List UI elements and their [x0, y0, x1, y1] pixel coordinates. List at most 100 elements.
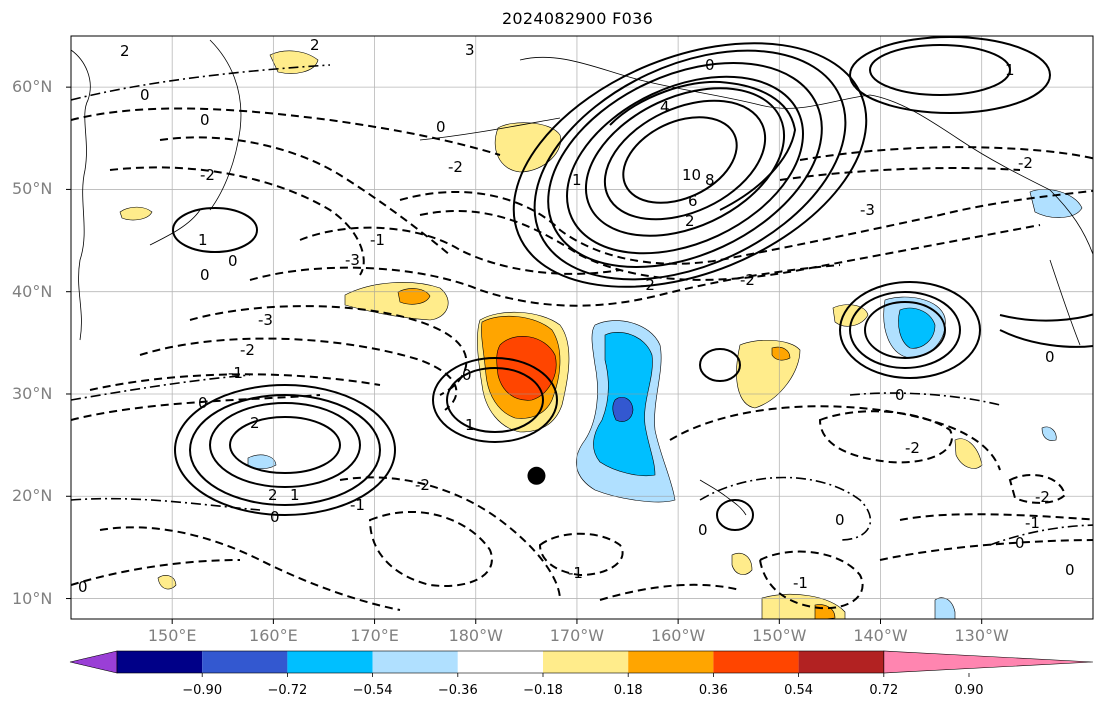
contour-label: 4	[660, 98, 670, 116]
colorbar-tick-label: −0.18	[523, 683, 563, 698]
coastlines	[71, 39, 1093, 516]
dashed-contour	[1008, 474, 1067, 504]
contour-label: 0	[436, 118, 446, 136]
contour-label: -2	[1035, 488, 1050, 506]
lon-label: 150°W	[752, 626, 807, 645]
colorbar-segment	[543, 651, 629, 673]
contour-label: -2	[1018, 154, 1033, 172]
solid-contour	[622, 116, 738, 204]
storm-marker	[527, 466, 546, 485]
contour-label: 1	[572, 171, 582, 189]
dashed-contour-lines	[71, 107, 1093, 611]
dashed-contour	[669, 405, 1001, 471]
positive-anomaly-area	[397, 288, 431, 305]
gridlines	[71, 36, 1093, 619]
contour-label: -1	[793, 574, 808, 592]
contour-label: 0	[78, 578, 88, 596]
contour-lines	[172, 36, 1093, 531]
solid-contour	[172, 207, 258, 253]
colorbar-tick-label: −0.72	[267, 683, 308, 698]
solid-contour	[849, 36, 1051, 114]
contour-label: 0	[200, 111, 210, 129]
contour-label: 1	[198, 231, 208, 249]
contour-label: 0	[228, 252, 238, 270]
asia-coastline	[71, 49, 91, 341]
solid-contour	[229, 416, 341, 474]
positive-anomaly-area	[119, 206, 153, 221]
dashed-contour	[879, 539, 1093, 561]
dashed-contour	[99, 526, 401, 611]
dashed-contour	[71, 394, 321, 421]
dashed-contour	[368, 511, 493, 587]
lat-label: 50°N	[12, 179, 53, 199]
contour-label: -2	[640, 276, 655, 294]
solid-contour	[839, 281, 981, 379]
dashed-contour	[189, 305, 468, 396]
positive-anomaly-area	[269, 50, 319, 74]
contour-label: 0	[140, 86, 150, 104]
colorbar-segment	[287, 651, 373, 673]
contour-label: 3	[465, 41, 475, 59]
lat-label: 60°N	[12, 77, 53, 97]
contour-label: -1	[350, 496, 365, 514]
negative-anomaly-area	[1041, 426, 1057, 441]
solid-contour	[716, 499, 754, 531]
solid-contour	[999, 329, 1093, 348]
colorbar-segment	[713, 651, 799, 673]
contour-label: -1	[1025, 514, 1040, 532]
colorbar-extend-high	[883, 650, 1094, 674]
solid-contour	[864, 301, 946, 359]
solid-contour	[446, 367, 544, 433]
contour-label: -1	[228, 364, 243, 382]
colorbar-tick-label: 0.18	[613, 683, 643, 698]
colorbar-tick-label: 0.54	[784, 683, 814, 698]
hawaii-islands	[699, 479, 747, 516]
solid-contour	[699, 348, 741, 382]
dashed-contour	[799, 146, 1093, 161]
solid-contour	[512, 42, 868, 288]
west-coast-na	[1049, 259, 1081, 346]
positive-anomaly-area	[496, 336, 557, 401]
contour-label: 0	[1065, 561, 1075, 579]
dashed-contour	[139, 337, 458, 411]
contour-label: 2	[120, 42, 130, 60]
contour-label: 0	[270, 508, 280, 526]
zero-contour	[71, 374, 251, 401]
solid-contour	[432, 357, 558, 443]
lon-label: 160°W	[650, 626, 706, 645]
lon-label: 170°E	[350, 626, 399, 645]
solid-contour	[869, 44, 1011, 96]
lon-label: 160°E	[249, 626, 298, 645]
kuril-islands	[149, 209, 201, 246]
dashed-contour	[899, 513, 1093, 521]
contour-label: -2	[415, 476, 430, 494]
contour-label: -3	[258, 311, 273, 329]
lat-label: 40°N	[12, 281, 53, 301]
contour-label: 0	[705, 56, 715, 74]
dashed-contour	[159, 136, 451, 256]
contour-label: -2	[740, 271, 755, 289]
map-title: 2024082900 F036	[501, 9, 654, 28]
colorbar-segment	[117, 651, 203, 673]
solid-contour	[209, 402, 361, 488]
contour-label: 0	[1045, 348, 1055, 366]
contour-label: 0	[462, 366, 472, 384]
colorbar-segment	[202, 651, 288, 673]
contour-label: -3	[860, 201, 875, 219]
colorbar-segment	[457, 651, 543, 673]
dashed-contour	[818, 410, 953, 464]
solid-contour	[849, 291, 961, 369]
lon-label: 150°E	[147, 626, 197, 645]
colorbar-segment	[372, 651, 458, 673]
lon-label: 140°W	[853, 626, 908, 645]
lat-label: 10°N	[12, 588, 53, 608]
dash-dot-contour-lines	[71, 64, 1093, 546]
lon-label: 170°W	[549, 626, 605, 645]
solid-contour	[189, 394, 381, 506]
zero-contour	[989, 524, 1093, 546]
positive-anomaly-area	[494, 122, 562, 173]
solid-contour	[609, 80, 797, 211]
colorbar-extend-low	[69, 650, 118, 674]
contour-label: -2	[448, 158, 463, 176]
